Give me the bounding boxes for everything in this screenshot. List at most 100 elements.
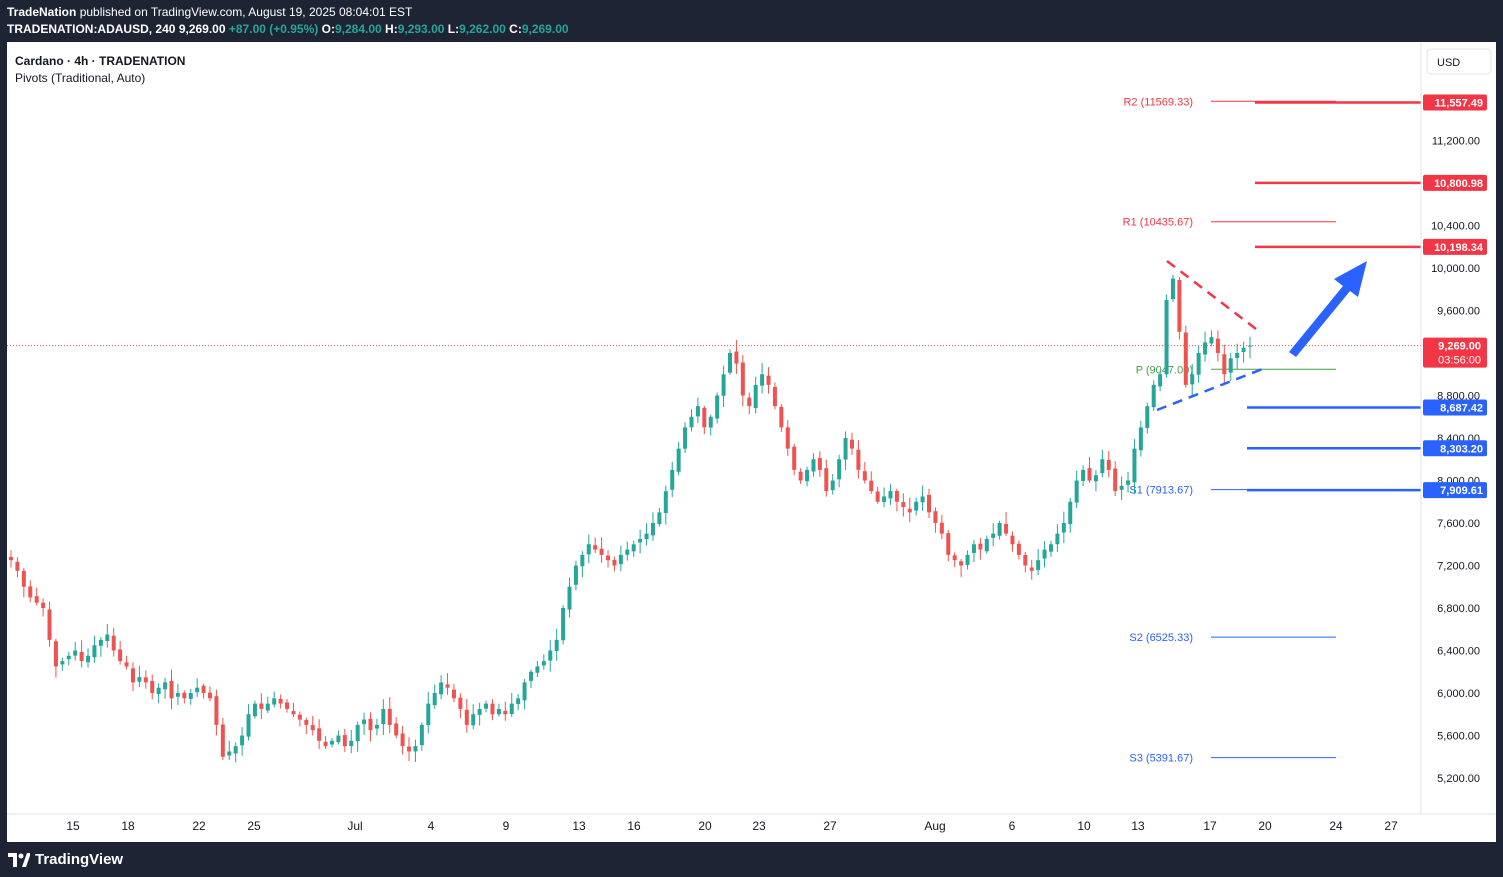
candle-body (98, 639, 103, 646)
candle-body (233, 746, 238, 754)
candle-body (798, 471, 803, 481)
currency-button[interactable] (1426, 48, 1492, 75)
y-tick-label: 7,600.00 (1437, 518, 1480, 530)
candle-body (509, 703, 514, 715)
candle-body (1132, 448, 1137, 483)
x-tick-label: 24 (1329, 819, 1343, 833)
candle-body (458, 697, 463, 709)
last-value: 9,269.00 (178, 22, 226, 36)
price-axis[interactable]: 11,600.0011,200.0010,400.0010,000.009,60… (1420, 42, 1487, 814)
candle-body (150, 680, 155, 693)
candle-body (182, 692, 187, 699)
high-label: H: (385, 22, 398, 36)
candle-body (1016, 543, 1021, 555)
candle-body (252, 703, 257, 717)
open-value: 9,284.00 (334, 22, 382, 36)
candle-body (535, 666, 540, 673)
candle-body (15, 561, 20, 571)
y-tick-label: 7,200.00 (1437, 561, 1480, 573)
pivot-label: R2 (11569.33) (1123, 96, 1193, 108)
countdown-label: 03:56:00 (1438, 355, 1481, 367)
candle-body (41, 602, 46, 608)
candle-body (259, 703, 264, 709)
time-axis[interactable]: 15 18 22 25 Jul 4 9 13 16 20 23 27 Aug 6 10 13 17 20 24 27 (7, 813, 1496, 833)
candle-body (516, 698, 521, 705)
change-value: +87.00 (+0.95%) (228, 22, 319, 36)
candle-body (28, 586, 33, 598)
candle-body (1087, 468, 1092, 481)
candle-body (676, 448, 681, 472)
candle-body (265, 703, 270, 711)
y-tick-label: 10,000.00 (1431, 263, 1480, 275)
x-tick-label: 22 (192, 819, 206, 833)
candle-body (60, 661, 65, 665)
candle-body (21, 570, 26, 587)
candle-body (650, 523, 655, 536)
candle-body (175, 693, 180, 697)
candle-body (606, 555, 611, 561)
chart-svg[interactable]: R2 (11569.33) R1 (10435.67) P (9047.00) S1 … (7, 42, 1496, 842)
triangle-lower-trendline[interactable] (1156, 366, 1266, 412)
last-price-tag (1423, 337, 1487, 368)
candle-body (522, 682, 527, 701)
candle-body (959, 561, 964, 566)
pivot-label: S2 (6525.33) (1129, 632, 1193, 644)
x-tick-label: 27 (1384, 819, 1398, 833)
x-tick-label: 20 (698, 819, 712, 833)
candle-body (920, 496, 925, 503)
candle-body (272, 698, 277, 705)
triangle-upper-trendline[interactable] (1166, 260, 1261, 333)
candle-body (285, 702, 290, 709)
low-label: L: (447, 22, 460, 36)
candle-body (1042, 549, 1047, 559)
publisher-name[interactable]: TradeNation (7, 5, 77, 19)
candle-body (9, 557, 13, 561)
candle-body (1241, 347, 1246, 353)
y-tick-label: 5,600.00 (1437, 731, 1480, 743)
candle-body (92, 645, 97, 658)
chart-area[interactable]: R2 (11569.33) R1 (10435.67) P (9047.00) S1 … (7, 42, 1496, 842)
candle-body (971, 544, 976, 553)
candle-body (490, 703, 495, 715)
candle-body (1004, 523, 1009, 534)
candle-body (445, 684, 450, 688)
header-bar: TradeNation published on TradingView.com… (0, 0, 1503, 42)
candle-body (567, 586, 572, 610)
candle-body (593, 545, 598, 550)
candle-body (66, 655, 71, 660)
candle-body (837, 459, 842, 480)
candle-body (310, 725, 315, 731)
x-tick-label: 25 (247, 819, 261, 833)
x-tick-label: 20 (1258, 819, 1272, 833)
candle-body (163, 682, 168, 690)
candle-body (156, 687, 161, 695)
open-label: O: (321, 22, 335, 36)
candle-body (1138, 427, 1143, 451)
candle-body (1222, 354, 1227, 375)
candle-body (220, 724, 225, 757)
candle-body (734, 351, 739, 364)
tradingview-logo[interactable]: TradingView (8, 851, 123, 868)
candle-body (317, 728, 322, 741)
candle-body (747, 397, 752, 407)
candle-body (1106, 459, 1111, 470)
candle-body (1126, 480, 1131, 485)
candle-body (862, 471, 867, 481)
candle-body (1228, 358, 1233, 373)
publish-line: TradeNation published on TradingView.com… (7, 5, 412, 19)
candle-body (188, 693, 193, 699)
candle-body (1081, 469, 1086, 481)
candle-body (73, 650, 78, 656)
candle-body (118, 649, 123, 662)
brand-text: TradingView (35, 851, 124, 868)
candle-body (496, 708, 501, 715)
x-tick-label: 6 (1009, 819, 1016, 833)
level-tag-label: 7,909.61 (1440, 485, 1483, 497)
candle-body (683, 427, 688, 449)
candle-body (927, 494, 932, 513)
candle-body (1074, 480, 1079, 503)
candle-body (407, 746, 412, 752)
x-tick-label: 16 (627, 819, 641, 833)
candle-body (1158, 374, 1163, 387)
bullish-arrow[interactable] (1289, 261, 1367, 357)
